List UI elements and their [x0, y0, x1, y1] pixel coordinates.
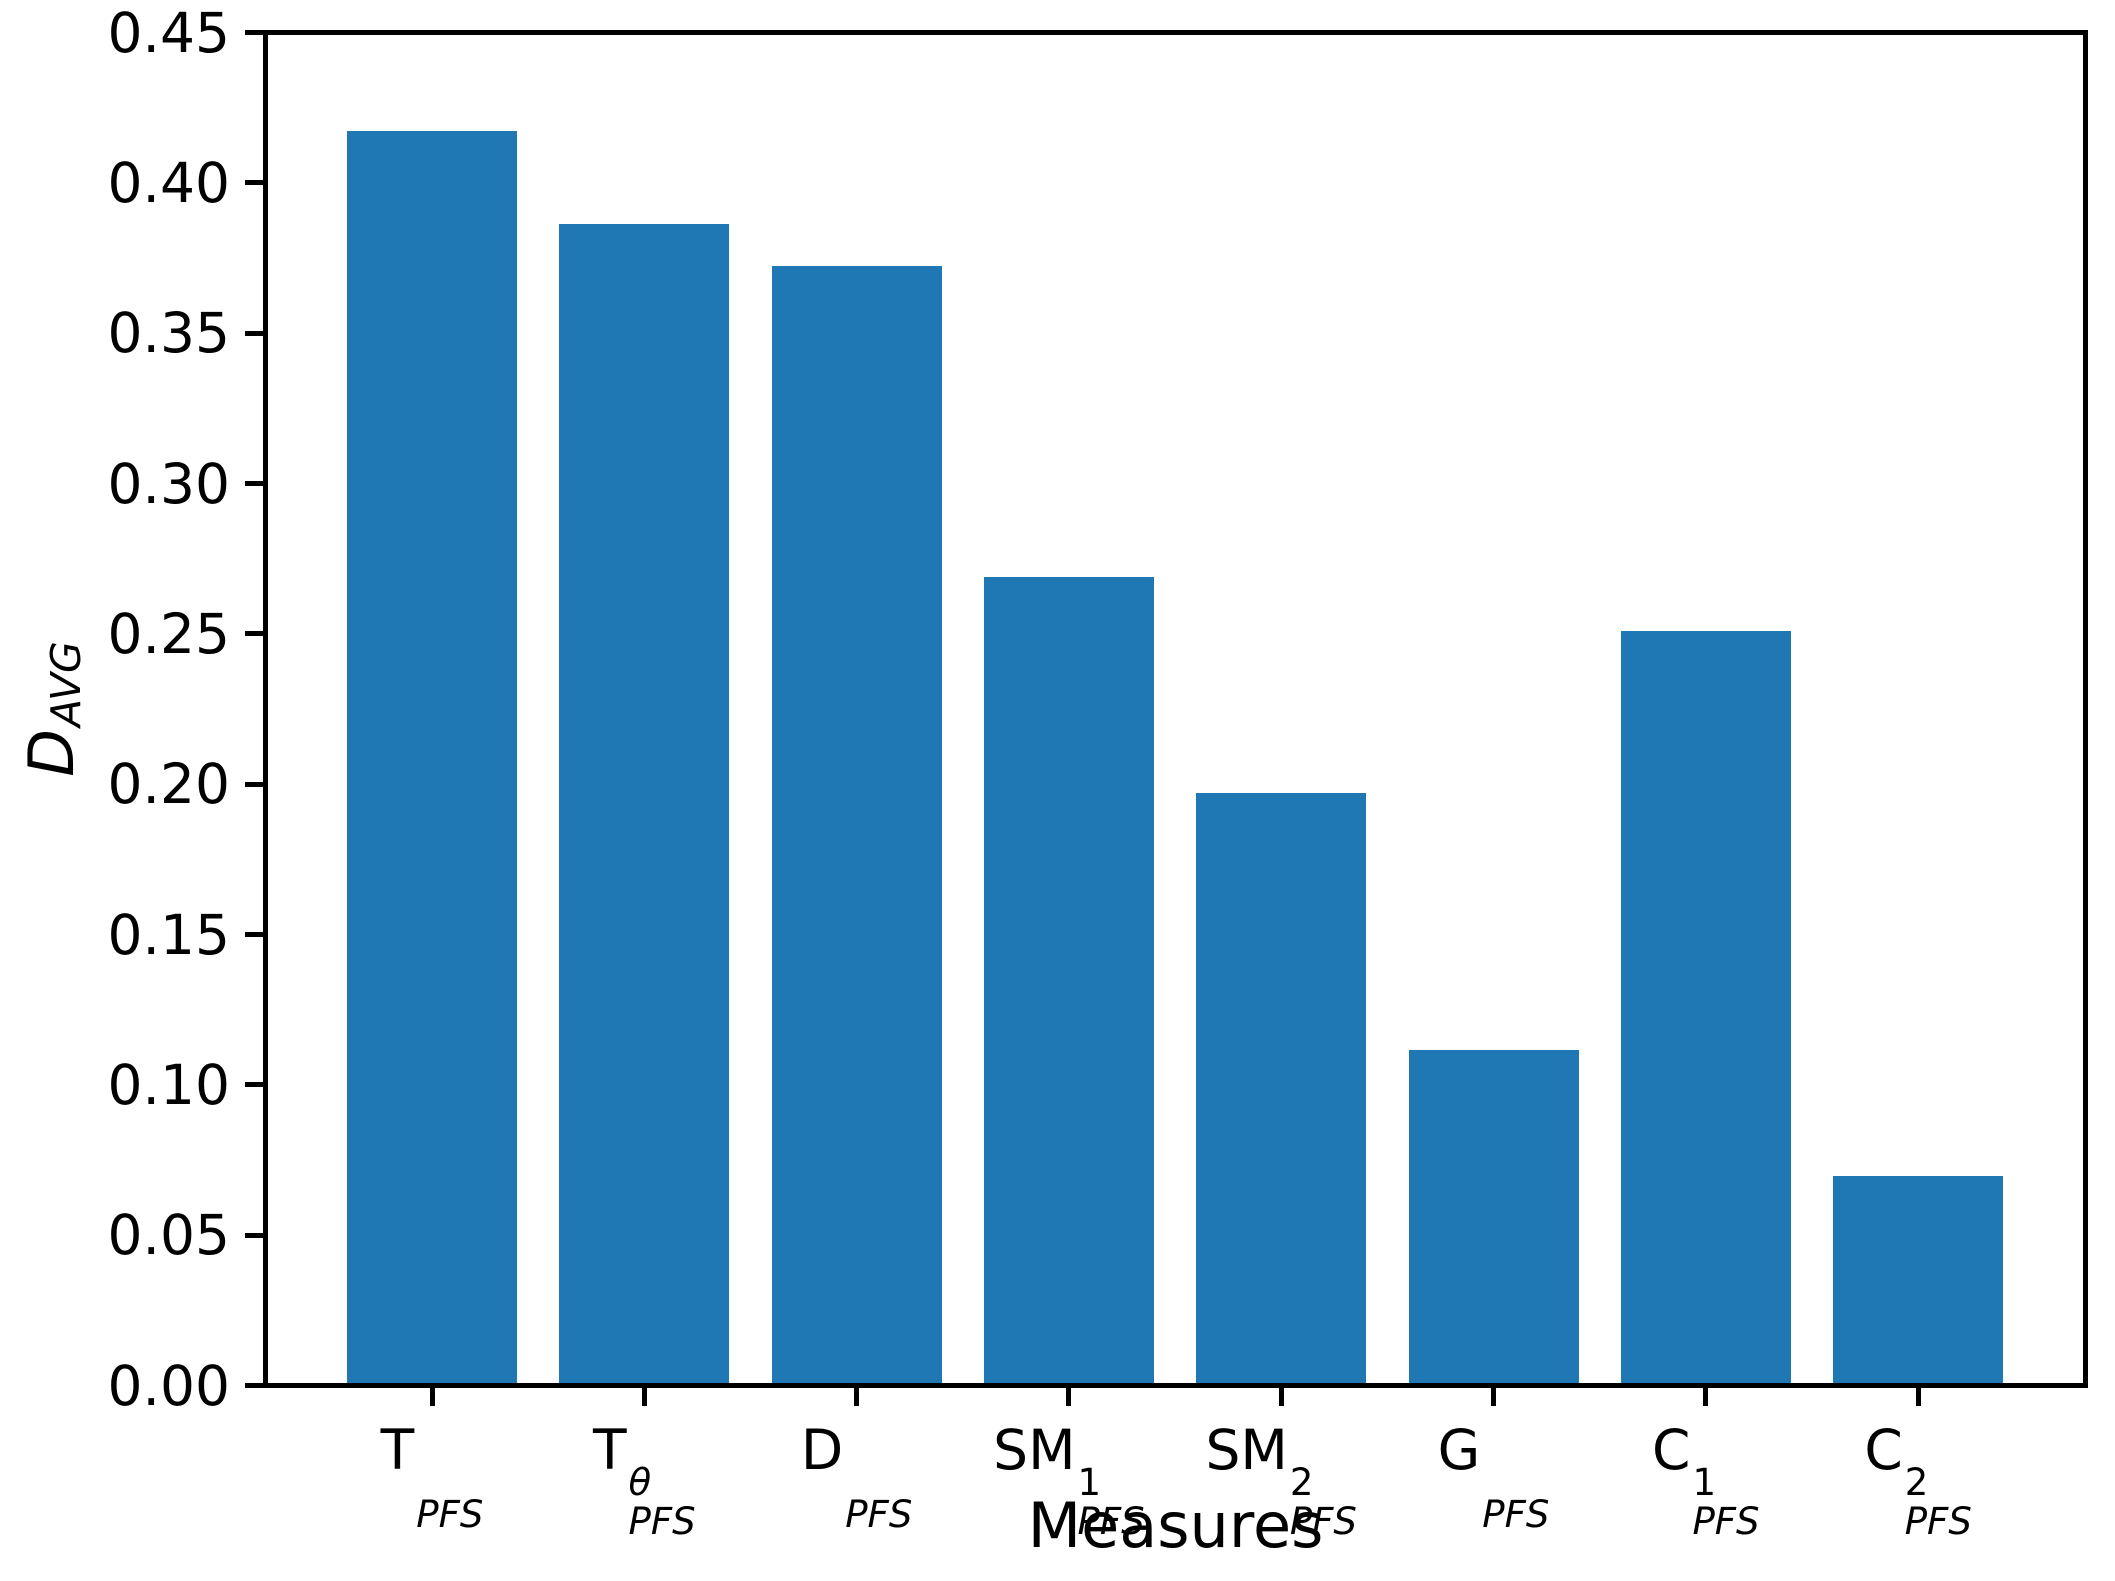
x-tick-label-C^1_PFS: C 1 PFS	[1652, 1421, 1760, 1541]
top-spine	[263, 30, 2088, 35]
x-tick-label-scripts: 2 PFS	[1290, 1463, 1357, 1541]
x-tick-label-base: G	[1437, 1418, 1481, 1482]
x-tick-label-C^2_PFS: C 2 PFS	[1864, 1421, 1972, 1541]
x-tick-label-scripts: PFS	[1482, 1456, 1549, 1534]
x-tick-label-scripts: PFS	[845, 1456, 912, 1534]
x-tick-label-scripts: 1 PFS	[1692, 1463, 1759, 1541]
y-tick-mark	[245, 330, 263, 336]
y-tick-label: 0.15	[107, 902, 230, 967]
x-tick-label-scripts: 1 PFS	[1078, 1463, 1145, 1541]
x-tick-label-G_PFS: G PFS	[1438, 1421, 1550, 1534]
bar-G_PFS	[1408, 1050, 1579, 1383]
x-tick-label-base: T	[592, 1418, 627, 1482]
x-tick-label-superscript: 1	[1077, 1461, 1102, 1504]
right-spine	[2083, 30, 2088, 1388]
x-tick-mark	[1278, 1388, 1284, 1406]
bar-D_PFS	[771, 266, 942, 1383]
bar-C^1_PFS	[1620, 631, 1791, 1383]
x-tick-label-subscript: PFS	[1904, 1500, 1972, 1543]
x-axis-title: Measures	[1027, 1489, 1324, 1562]
y-tick-mark	[245, 1082, 263, 1088]
x-tick-label-subscript: PFS	[1692, 1500, 1760, 1543]
bar-C^2_PFS	[1833, 1176, 2004, 1383]
x-tick-mark	[854, 1388, 860, 1406]
x-tick-label-base: T	[380, 1418, 415, 1482]
x-tick-label-base: C	[1864, 1418, 1903, 1482]
x-tick-label-superscript: 2	[1904, 1461, 1929, 1504]
x-tick-label-base: SM	[1205, 1418, 1288, 1482]
y-tick-label: 0.20	[107, 752, 230, 817]
x-tick-label-superscript: 1	[1692, 1461, 1716, 1504]
y-tick-label: 0.45	[107, 0, 230, 65]
bar-T^θ_PFS	[559, 224, 730, 1383]
y-tick-label: 0.40	[107, 150, 230, 215]
y-tick-mark	[245, 1383, 263, 1388]
y-tick-mark	[245, 481, 263, 486]
y-tick-label: 0.35	[107, 301, 230, 366]
y-tick-label: 0.00	[107, 1353, 230, 1418]
y-tick-mark	[245, 631, 263, 637]
y-tick-label: 0.25	[107, 601, 230, 666]
x-tick-label-T_PFS: T PFS	[381, 1421, 484, 1534]
x-tick-label-subscript: PFS	[416, 1493, 484, 1536]
bar-SM^1_PFS	[983, 577, 1154, 1383]
x-tick-label-base: D	[800, 1418, 844, 1482]
x-tick-label-base: SM	[993, 1418, 1076, 1482]
y-tick-mark	[245, 30, 263, 35]
x-tick-mark	[1703, 1388, 1709, 1406]
x-tick-label-subscript: PFS	[1482, 1493, 1550, 1536]
y-tick-label: 0.30	[107, 451, 230, 516]
bar-SM^2_PFS	[1196, 793, 1367, 1383]
x-tick-label-scripts: 2 PFS	[1905, 1463, 1972, 1541]
x-tick-label-D_PFS: D PFS	[801, 1421, 912, 1534]
x-tick-mark	[1066, 1388, 1072, 1406]
x-tick-label-superscript: θ	[628, 1461, 652, 1504]
x-tick-label-scripts: θ PFS	[629, 1463, 696, 1541]
x-tick-label-superscript	[416, 1456, 483, 1495]
x-tick-mark	[1915, 1388, 1921, 1406]
x-tick-mark	[429, 1388, 435, 1406]
y-tick-label: 0.10	[107, 1052, 230, 1117]
x-tick-label-subscript: PFS	[1289, 1500, 1357, 1543]
y-tick-mark	[245, 180, 263, 186]
y-tick-mark	[245, 932, 263, 937]
x-tick-label-subscript: PFS	[845, 1493, 913, 1536]
x-tick-label-scripts: PFS	[416, 1456, 483, 1534]
x-tick-mark	[641, 1388, 647, 1406]
y-axis-spine	[263, 30, 268, 1388]
x-tick-label-superscript: 2	[1289, 1461, 1314, 1504]
x-tick-label-base: C	[1652, 1418, 1691, 1482]
x-axis-spine	[263, 1383, 2088, 1388]
x-tick-label-SM^2_PFS: SM 2 PFS	[1205, 1421, 1356, 1541]
x-tick-label-subscript: PFS	[628, 1500, 696, 1543]
y-tick-mark	[245, 781, 263, 787]
y-tick-mark	[245, 1232, 263, 1238]
x-tick-mark	[1491, 1388, 1496, 1406]
plot-area	[268, 35, 2083, 1383]
y-tick-label: 0.05	[107, 1203, 230, 1268]
x-tick-label-subscript: PFS	[1077, 1500, 1145, 1543]
x-tick-label-superscript	[845, 1456, 912, 1495]
x-tick-label-SM^1_PFS: SM 1 PFS	[993, 1421, 1144, 1541]
bar-T_PFS	[347, 131, 517, 1383]
x-tick-label-superscript	[1482, 1456, 1549, 1495]
